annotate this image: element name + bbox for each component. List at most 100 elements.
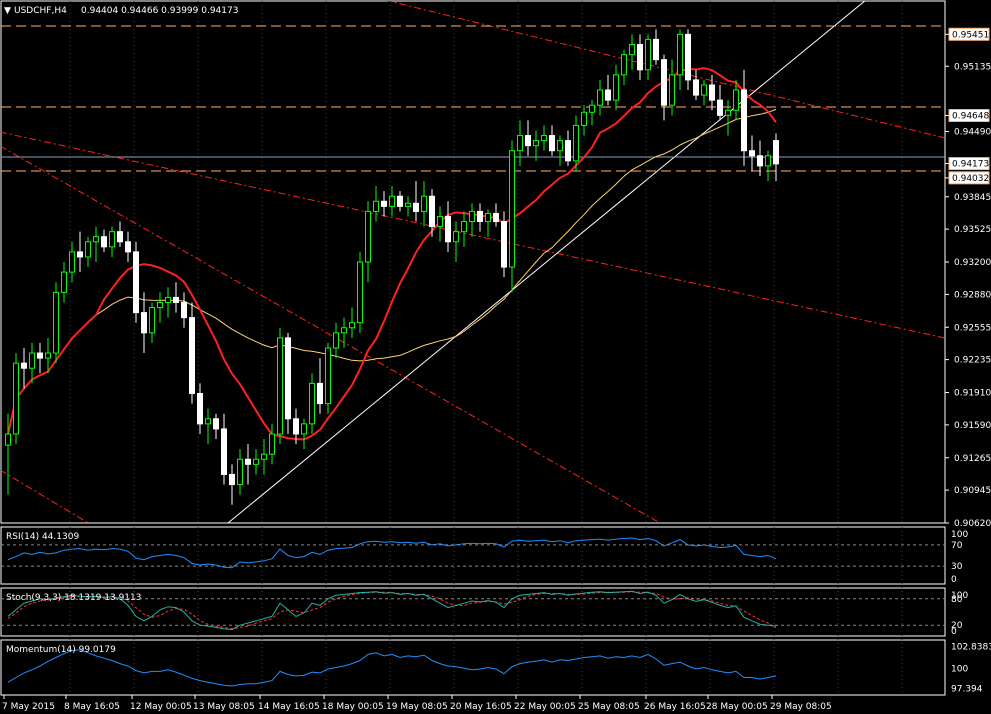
candle[interactable] [357, 261, 363, 324]
candle[interactable] [557, 140, 563, 152]
candle[interactable] [493, 212, 499, 223]
candle[interactable] [341, 327, 347, 334]
candle[interactable] [45, 352, 51, 359]
candle[interactable] [229, 473, 235, 486]
price-marker-box[interactable] [948, 171, 990, 185]
candle[interactable] [117, 231, 123, 243]
candle[interactable] [717, 99, 723, 116]
candle[interactable] [77, 251, 83, 258]
candle[interactable] [765, 155, 771, 167]
candle[interactable] [213, 418, 219, 430]
momentum-panel[interactable] [0, 639, 946, 696]
candle[interactable] [197, 393, 203, 425]
main-price-panel[interactable] [0, 0, 946, 524]
candle[interactable] [661, 59, 667, 106]
candle[interactable] [653, 38, 659, 61]
candle[interactable] [53, 291, 59, 354]
candle[interactable] [525, 135, 531, 147]
candle[interactable] [605, 89, 611, 101]
candle[interactable] [629, 44, 635, 56]
candle[interactable] [5, 433, 11, 446]
candle[interactable] [325, 347, 331, 405]
candle[interactable] [237, 458, 243, 486]
candle[interactable] [349, 322, 355, 329]
candle[interactable] [733, 89, 739, 111]
candle[interactable] [413, 202, 419, 212]
candle[interactable] [541, 135, 547, 142]
candle[interactable] [517, 135, 523, 152]
candle[interactable] [277, 337, 283, 435]
candle[interactable] [61, 271, 67, 293]
candle[interactable] [509, 150, 515, 268]
candle[interactable] [637, 44, 643, 71]
candle[interactable] [141, 312, 147, 334]
candle[interactable] [469, 210, 475, 223]
candle[interactable] [621, 54, 627, 76]
candle[interactable] [453, 231, 459, 243]
candle[interactable] [13, 362, 19, 435]
candle[interactable] [677, 33, 683, 76]
price-marker-box[interactable] [948, 109, 990, 123]
candle[interactable] [221, 428, 227, 475]
candle[interactable] [253, 458, 259, 465]
candle[interactable] [365, 210, 371, 263]
candle[interactable] [501, 221, 507, 268]
dropdown-arrow-icon[interactable]: ▼ [4, 6, 11, 16]
candle[interactable] [285, 337, 291, 420]
price-marker-box[interactable] [948, 157, 990, 171]
candle[interactable] [93, 236, 99, 243]
candle[interactable] [685, 33, 691, 81]
candle[interactable] [165, 296, 171, 303]
candle[interactable] [333, 332, 339, 349]
candle[interactable] [173, 296, 179, 303]
candle[interactable] [645, 38, 651, 71]
candle[interactable] [445, 215, 451, 243]
candle[interactable] [317, 382, 323, 405]
candle[interactable] [269, 433, 275, 455]
candle[interactable] [373, 200, 379, 212]
candle[interactable] [29, 352, 35, 369]
uptrend-support-line[interactable] [227, 0, 866, 523]
candle[interactable] [749, 150, 755, 157]
candle[interactable] [101, 236, 107, 248]
candle[interactable] [133, 251, 139, 314]
candle[interactable] [565, 140, 571, 162]
momentum-line[interactable] [7, 649, 777, 687]
candle[interactable] [181, 301, 187, 319]
moving-average-fast[interactable] [7, 67, 777, 441]
downtrend-channel-lower[interactable] [0, 470, 100, 530]
candle[interactable] [477, 210, 483, 223]
candle[interactable] [437, 215, 443, 228]
candle[interactable] [389, 195, 395, 207]
price-axis[interactable]: 0.95451 0.95135 0.94648 0.94490 0.94173 0.940… [945, 27, 991, 529]
candle[interactable] [533, 140, 539, 147]
candle[interactable] [485, 212, 491, 223]
candle[interactable] [429, 195, 435, 228]
candle[interactable] [421, 195, 427, 212]
candle[interactable] [293, 418, 299, 435]
candle[interactable] [261, 453, 267, 460]
moving-average-slow[interactable] [7, 108, 777, 435]
candle[interactable] [85, 241, 91, 258]
candle[interactable] [125, 241, 131, 253]
candle[interactable] [205, 418, 211, 425]
candle[interactable] [741, 89, 747, 152]
candle[interactable] [597, 89, 603, 106]
time-axis[interactable]: 7 May 2015 8 May 16:05 12 May 00:05 13 May … [2, 695, 832, 712]
candle[interactable] [725, 109, 731, 116]
stochastic-panel[interactable] [0, 587, 946, 637]
candle[interactable] [309, 382, 315, 425]
candle[interactable] [157, 301, 163, 309]
candle[interactable] [573, 124, 579, 162]
candle[interactable] [245, 458, 251, 465]
candle[interactable] [461, 221, 467, 233]
candle[interactable] [549, 135, 555, 152]
candles[interactable] [5, 29, 779, 505]
rsi-line[interactable] [7, 537, 777, 569]
candle[interactable] [189, 317, 195, 395]
candle[interactable] [773, 140, 779, 165]
candle[interactable] [589, 104, 595, 113]
candle[interactable] [709, 84, 715, 101]
candle[interactable] [381, 200, 387, 207]
